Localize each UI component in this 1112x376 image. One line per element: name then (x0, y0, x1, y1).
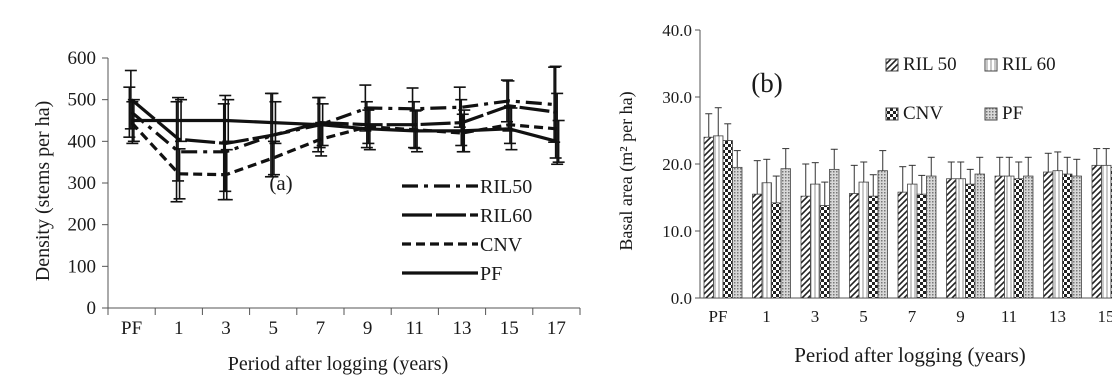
basal-area-x-tick-label: 7 (908, 307, 917, 326)
density-x-axis-label: Period after logging (years) (228, 353, 448, 375)
basal-area-x-tick-label: PF (709, 307, 728, 326)
density-x-tick-label: 3 (221, 318, 231, 339)
basal-area-bar-ril50 (800, 195, 811, 299)
density-x-tick-label: 5 (268, 318, 278, 339)
basal-area-bar-ril60 (955, 178, 966, 299)
basal-area-bar-pf (732, 166, 743, 299)
basal-area-bar-pf (926, 175, 937, 299)
basal-area-bar-cnv (916, 193, 927, 299)
basal-area-bar-ril50 (946, 178, 957, 299)
basal-area-legend: RIL 50 RIL 60 CNV PF (885, 54, 1056, 124)
density-x-tick-label: 15 (500, 318, 519, 339)
density-panel-label: (a) (269, 171, 292, 195)
basal-area-bar-cnv (1062, 173, 1073, 299)
density-x-tick-label: 13 (453, 318, 472, 339)
density-legend-label-pf: PF (480, 263, 502, 285)
basal-area-x-tick-label: 1 (762, 307, 771, 326)
density-line-ril60 (130, 98, 557, 146)
basal-area-panel-label: (b) (751, 68, 782, 98)
basal-area-x-tick-label: 13 (1049, 307, 1066, 326)
basal-area-legend-label-pf: PF (1002, 103, 1023, 124)
basal-area-legend-swatch-cnv (885, 107, 899, 121)
density-y-tick-label: 500 (68, 90, 97, 111)
basal-area-bar-ril60 (713, 135, 724, 299)
density-y-tick-label: 300 (68, 173, 97, 194)
basal-area-bar-ril60 (858, 181, 869, 299)
basal-area-legend-swatch-pf (984, 107, 998, 121)
basal-area-bar-ril60 (1052, 170, 1063, 299)
basal-area-y-tick-label: 40.0 (662, 21, 692, 40)
basal-area-bar-ril50 (703, 136, 714, 299)
density-legend-label-ril60: RIL60 (480, 205, 532, 227)
density-y-tick-label: 600 (68, 48, 97, 69)
basal-area-bar-cnv (819, 205, 830, 299)
density-y-tick-label: 400 (68, 131, 97, 152)
basal-area-bars (703, 107, 1112, 299)
basal-area-x-axis-label: Period after logging (years) (794, 343, 1026, 367)
basal-area-y-tick-label: 10.0 (662, 222, 692, 241)
density-line-pf (131, 118, 557, 143)
basal-area-bar-ril50 (752, 193, 763, 299)
basal-area-bar-ril60 (810, 183, 821, 299)
density-legend: RIL50 RIL60 CNV PF (402, 176, 532, 285)
basal-area-bar-ril60 (907, 183, 918, 299)
density-line-ril50 (130, 99, 557, 154)
basal-area-bar-ril50 (897, 191, 908, 299)
density-y-axis-label: Density (stems per ha) (32, 101, 54, 282)
basal-area-legend-label-ril50: RIL 50 (903, 54, 957, 75)
basal-area-bar-pf (1071, 175, 1082, 299)
basal-area-y-tick-label: 30.0 (662, 88, 692, 107)
basal-area-bar-ril60 (1101, 164, 1112, 299)
basal-area-bar-ril50 (849, 193, 860, 299)
density-series (123, 65, 565, 203)
basal-area-x-tick-label: 3 (811, 307, 820, 326)
basal-area-bar-pf (780, 168, 791, 299)
density-y-tick-label: 100 (68, 256, 97, 277)
basal-area-bar-pf (974, 173, 985, 299)
basal-area-bar-ril60 (1004, 175, 1015, 299)
density-legend-label-cnv: CNV (480, 234, 523, 256)
density-x-tick-label: 7 (316, 318, 326, 339)
density-legend-label-ril50: RIL50 (480, 176, 532, 198)
basal-area-bar-ril50 (994, 175, 1005, 299)
basal-area-y-axis-label: Basal area (m² per ha) (616, 91, 637, 250)
basal-area-bar-pf (829, 168, 840, 299)
basal-area-legend-label-ril60: RIL 60 (1002, 54, 1056, 75)
basal-area-x-tick-label: 5 (859, 307, 868, 326)
basal-area-bar-cnv (965, 183, 976, 299)
basal-area-y-tick-label: 0.0 (671, 289, 692, 308)
density-y-tick-label: 200 (68, 215, 97, 236)
basal-area-bar-pf (1023, 175, 1034, 299)
density-x-tick-label: 17 (547, 318, 566, 339)
basal-area-bar-cnv (1013, 178, 1024, 299)
density-x-tick-label: 1 (174, 318, 184, 339)
basal-area-legend-swatch-ril60 (984, 58, 998, 72)
basal-area-x-tick-label: 15 (1098, 307, 1112, 326)
basal-area-bar-ril50 (1091, 164, 1102, 299)
density-x-tick-label: 9 (363, 318, 373, 339)
basal-area-x-tick-label: 9 (956, 307, 965, 326)
basal-area-x-tick-label: 11 (1001, 307, 1017, 326)
basal-area-bar-cnv (771, 202, 782, 299)
basal-area-bar-cnv (722, 140, 733, 299)
basal-area-bar-cnv (868, 195, 879, 299)
basal-area-bar-ril60 (761, 182, 772, 299)
basal-area-legend-swatch-ril50 (885, 58, 899, 72)
density-x-tick-label: 11 (406, 318, 424, 339)
basal-area-bar-pf (877, 170, 888, 299)
density-y-tick-label: 0 (87, 298, 97, 319)
basal-area-bar-ril50 (1043, 171, 1054, 299)
density-x-tick-label: PF (121, 318, 142, 339)
basal-area-legend-label-cnv: CNV (903, 103, 943, 124)
basal-area-y-tick-label: 20.0 (662, 155, 692, 174)
